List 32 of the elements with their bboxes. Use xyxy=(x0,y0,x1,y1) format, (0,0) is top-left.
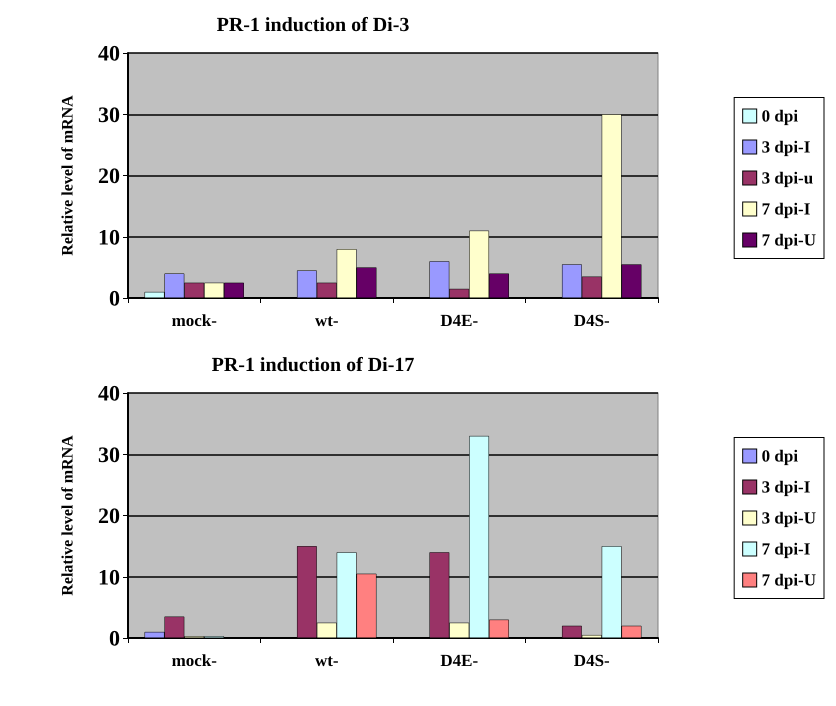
chart-title: PR-1 induction of Di-3 xyxy=(216,14,410,36)
x-tick-label: mock- xyxy=(172,311,218,330)
x-tick-label: wt- xyxy=(314,651,339,670)
y-tick-label: 20 xyxy=(98,163,120,188)
y-tick-label: 40 xyxy=(98,40,120,66)
y-tick-label: 10 xyxy=(98,224,120,250)
y-tick-label: 0 xyxy=(109,286,120,310)
legend-label: 3 dpi-I xyxy=(762,478,811,496)
y-tick-label: 0 xyxy=(109,626,120,650)
y-tick-label: 30 xyxy=(98,102,120,127)
legend-label: 3 dpi-I xyxy=(762,138,811,156)
x-tick-label: D4S- xyxy=(574,651,610,670)
legend-label: 7 dpi-I xyxy=(762,540,811,558)
legend-label: 7 dpi-I xyxy=(762,200,811,218)
legend-label: 7 dpi-U xyxy=(762,230,816,250)
y-axis-title: Relative level of mRNA xyxy=(60,94,76,256)
legend-label: 0 dpi xyxy=(762,446,798,466)
legend-label: 3 dpi-U xyxy=(762,508,816,528)
legend-label: 3 dpi-u xyxy=(762,168,814,188)
x-tick-label: D4S- xyxy=(574,311,610,330)
x-tick-label: D4E- xyxy=(440,651,478,670)
legend-label: 7 dpi-U xyxy=(762,570,816,590)
x-tick-label: wt- xyxy=(314,311,339,330)
x-tick-label: mock- xyxy=(172,651,218,670)
y-tick-label: 10 xyxy=(98,564,120,590)
legend-label: 0 dpi xyxy=(762,106,798,126)
y-tick-label: 40 xyxy=(98,380,120,406)
x-tick-label: D4E- xyxy=(440,311,478,330)
y-axis-title: Relative level of mRNA xyxy=(60,434,76,596)
y-tick-label: 20 xyxy=(98,503,120,528)
y-tick-label: 30 xyxy=(98,442,120,467)
chart-title: PR-1 induction of Di-17 xyxy=(212,354,414,376)
